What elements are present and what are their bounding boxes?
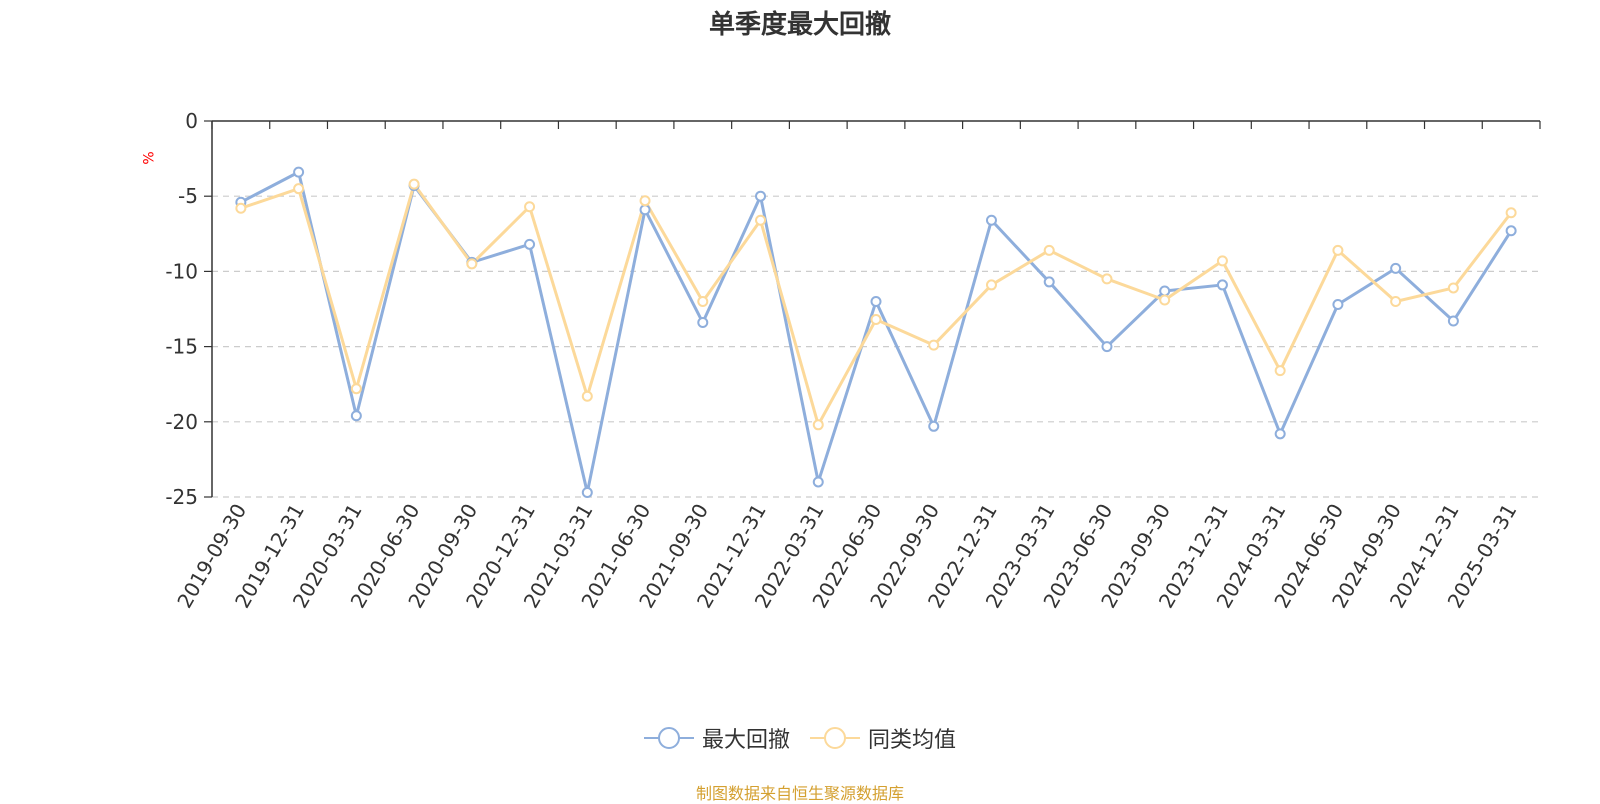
data-point-series-0 [350,410,362,422]
chart-title: 单季度最大回撤 [708,10,891,40]
data-point-series-0 [1505,225,1517,237]
data-point-series-0 [812,476,824,488]
series-line-0 [240,170,1513,494]
source-caption: 制图数据来自恒生聚源数据库 [695,784,904,803]
data-point-series-1 [1043,244,1055,256]
data-point-series-1 [985,279,997,291]
data-point-series-1 [408,178,420,190]
data-point-series-0 [1390,262,1402,274]
data-point-series-1 [870,314,882,326]
data-point-series-1 [1101,273,1113,285]
data-point-series-0 [293,166,305,178]
legend-marker-icon [643,727,694,749]
data-point-series-0 [755,190,767,202]
data-point-series-0 [581,486,593,498]
data-point-series-1 [1390,295,1402,307]
data-point-series-1 [1332,244,1344,256]
y-tick-label: -10 [165,259,198,283]
data-point-series-1 [350,383,362,395]
data-point-series-1 [812,419,824,431]
legend-item-series-1[interactable]: 同类均值 [810,722,956,754]
data-point-series-0 [1043,276,1055,288]
data-point-series-1 [524,201,536,213]
legend-item-series-0[interactable]: 最大回撤 [643,722,790,754]
data-point-series-0 [985,214,997,226]
data-point-series-0 [1447,315,1459,327]
data-point-series-1 [928,339,940,351]
data-point-series-0 [928,420,940,432]
data-point-series-1 [755,214,767,226]
data-point-series-0 [524,238,536,250]
y-tick-label: -20 [165,410,198,434]
y-tick-label: -25 [165,485,198,509]
legend-label: 最大回撤 [701,728,790,753]
line-chart: 0-5-10-15-20-252019-09-302019-12-312020-… [165,109,1541,612]
y-tick-label: 0 [185,109,198,133]
data-point-series-1 [1505,207,1517,219]
legend: 最大回撤 同类均值 [0,722,1600,754]
data-point-series-1 [1216,255,1228,267]
data-point-series-0 [697,317,709,329]
data-point-series-0 [870,295,882,307]
data-point-series-0 [1159,285,1171,297]
data-point-series-1 [235,202,247,214]
data-point-series-1 [1159,294,1171,306]
y-tick-label: -15 [165,335,198,359]
data-point-series-0 [1332,298,1344,310]
series-layer [235,166,1517,498]
data-point-series-1 [1447,282,1459,294]
y-tick-label: -5 [178,184,198,208]
data-point-series-1 [466,258,478,270]
legend-label: 同类均值 [868,728,957,753]
data-point-series-1 [639,195,651,207]
legend-marker-icon [810,727,860,749]
grid-layer [212,195,1540,498]
data-point-series-1 [293,183,305,195]
data-point-series-0 [1101,341,1113,353]
data-point-series-0 [1274,428,1286,440]
data-point-series-0 [1216,279,1228,291]
data-point-series-1 [1274,365,1286,377]
data-point-series-1 [697,295,709,307]
data-point-series-1 [581,390,593,402]
data-point-series-0 [639,204,651,216]
